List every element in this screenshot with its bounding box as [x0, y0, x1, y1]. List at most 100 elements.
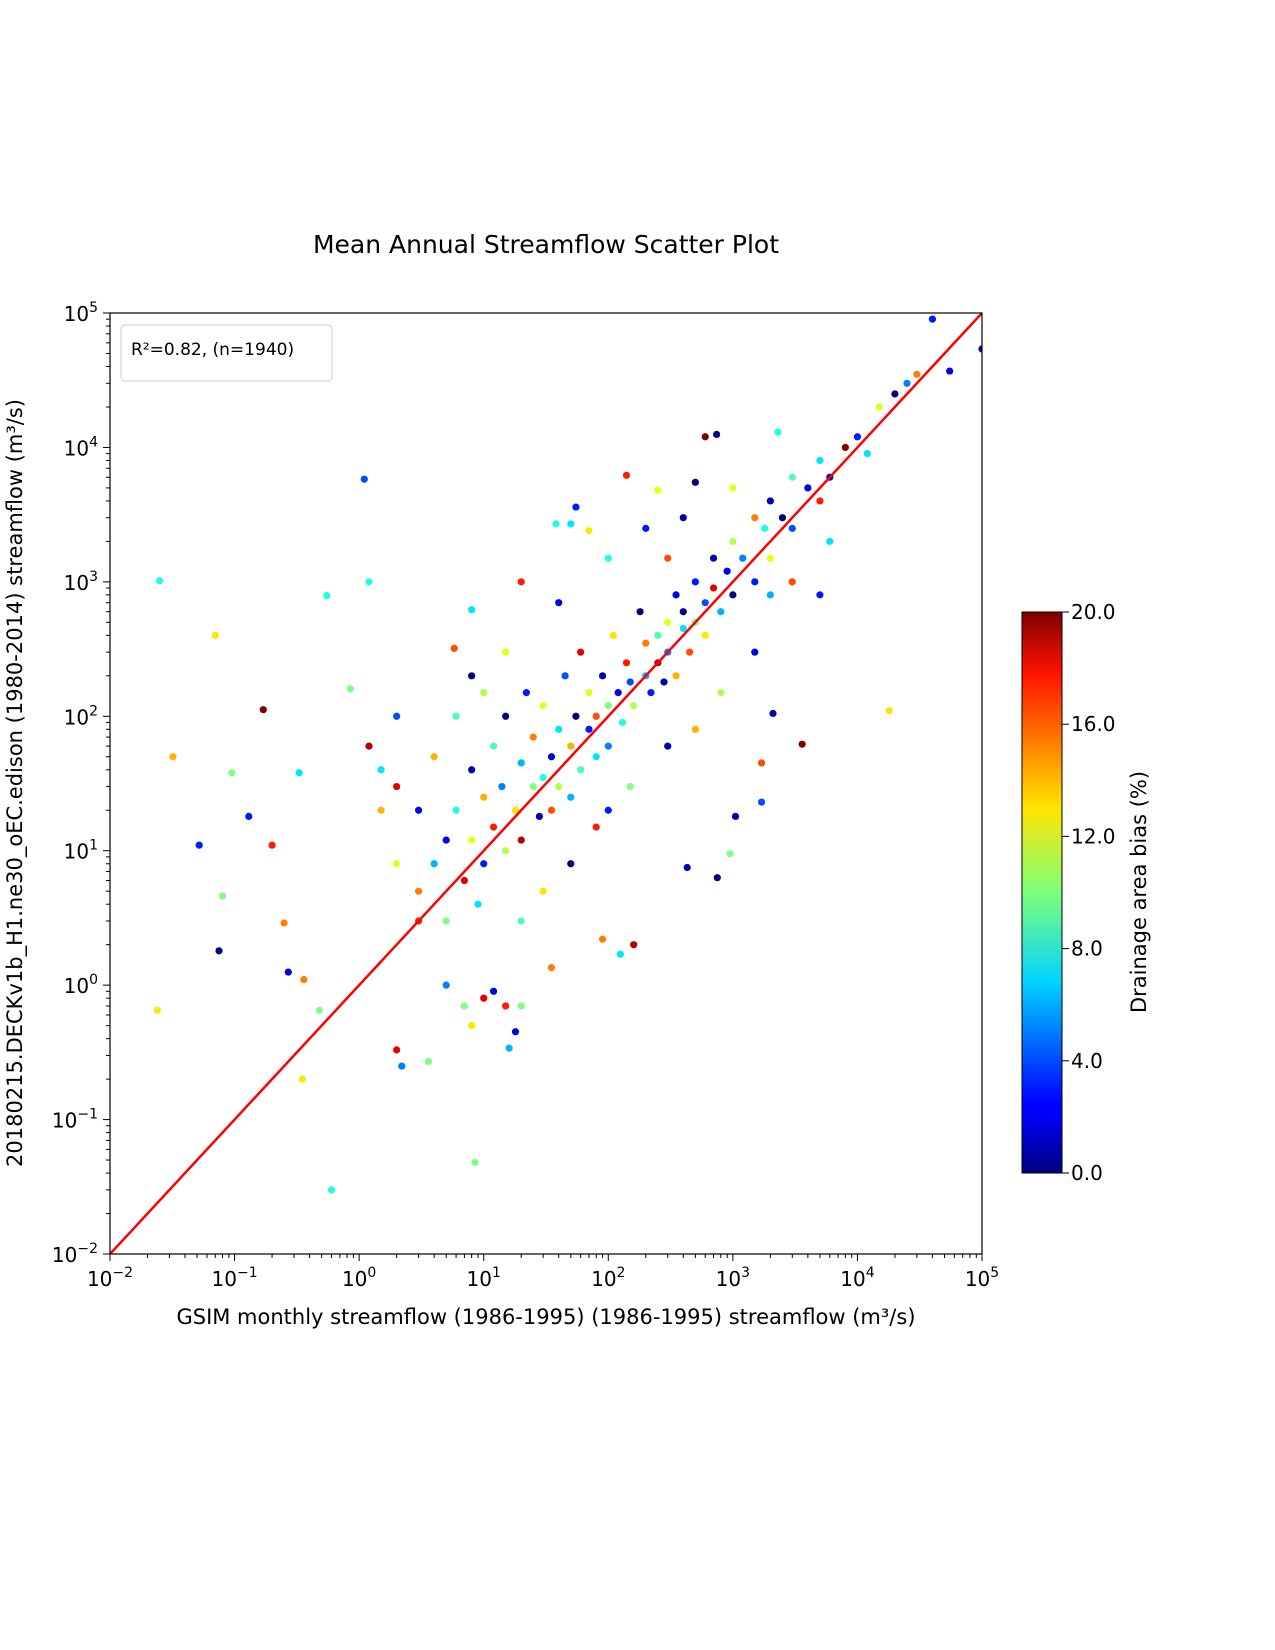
data-point [577, 648, 585, 656]
data-point [664, 618, 672, 626]
data-point [766, 497, 774, 505]
data-point [701, 433, 709, 441]
data-point [468, 672, 476, 680]
data-point [442, 981, 450, 989]
data-point [572, 712, 580, 720]
data-point [424, 1057, 433, 1066]
data-point [592, 823, 600, 831]
data-point [547, 753, 556, 761]
x-tick-label: 101 [467, 1265, 501, 1291]
data-point [598, 935, 607, 943]
x-tick-label: 105 [965, 1265, 999, 1291]
data-point [489, 742, 498, 750]
legend-text: R²=0.82, (n=1940) [131, 340, 294, 360]
points-layer [153, 315, 982, 1194]
data-point [517, 759, 525, 767]
x-tick-label: 103 [716, 1265, 750, 1291]
data-point [517, 836, 525, 844]
data-point [452, 806, 460, 814]
data-point [729, 591, 737, 599]
data-point [616, 950, 624, 958]
data-point [315, 1006, 324, 1014]
plot-frame [109, 312, 983, 1255]
data-point [529, 733, 537, 741]
y-tick-label: 100 [64, 972, 98, 998]
data-point [561, 672, 569, 680]
data-point [729, 537, 737, 545]
data-point [517, 917, 525, 925]
colorbar-label: Drainage area bias (%) [1127, 771, 1151, 1013]
data-point [686, 648, 694, 656]
data-point [592, 753, 600, 761]
data-point [691, 578, 699, 586]
data-point [517, 1002, 525, 1010]
data-point [360, 475, 368, 483]
data-point [502, 847, 510, 855]
data-point [609, 631, 618, 639]
data-point [468, 606, 476, 614]
data-point [642, 639, 650, 647]
data-point [450, 644, 458, 652]
data-point [751, 514, 759, 522]
data-point [211, 631, 219, 639]
data-point [442, 836, 450, 844]
data-point [664, 554, 672, 562]
data-point [474, 900, 482, 908]
data-point [539, 773, 547, 782]
data-point [567, 793, 575, 801]
data-point [598, 672, 607, 680]
data-point [228, 769, 236, 777]
data-point [377, 766, 385, 774]
x-tick-label: 10−1 [212, 1265, 258, 1291]
data-point [535, 812, 544, 820]
x-tick-label: 104 [840, 1265, 874, 1291]
data-point [774, 428, 782, 436]
data-point [660, 678, 668, 686]
data-point [547, 964, 556, 972]
data-point [215, 947, 223, 955]
data-point [723, 567, 731, 575]
data-point [875, 403, 883, 411]
data-point [798, 740, 806, 748]
data-point [928, 315, 937, 323]
data-point [592, 712, 600, 720]
data-point [502, 1002, 510, 1010]
data-point [913, 370, 921, 378]
data-point [885, 707, 893, 715]
data-point [622, 471, 631, 479]
colorbar-tick-label: 12.0 [1071, 824, 1116, 848]
data-point [480, 793, 488, 801]
data-point [452, 712, 460, 720]
data-point [539, 887, 547, 895]
data-point [788, 578, 796, 586]
data-point [647, 689, 655, 697]
data-point [555, 782, 563, 791]
data-point [295, 769, 303, 777]
colorbar-tick-label: 20.0 [1071, 600, 1116, 624]
data-point [778, 514, 787, 522]
data-point [430, 860, 438, 868]
data-point [642, 524, 650, 532]
data-point [245, 812, 253, 820]
data-point [978, 345, 982, 353]
data-point [323, 592, 331, 600]
data-point [826, 537, 834, 545]
data-point [709, 554, 718, 562]
data-point [555, 725, 563, 733]
data-point [365, 742, 373, 750]
data-point [626, 678, 634, 686]
data-point [604, 806, 612, 814]
data-point [604, 554, 612, 562]
data-point [713, 874, 721, 882]
y-tick-label: 103 [64, 569, 98, 595]
data-point [853, 433, 862, 441]
data-point [460, 1002, 469, 1010]
x-axis-label: GSIM monthly streamflow (1986-1995) (198… [176, 1305, 915, 1329]
data-point [766, 554, 774, 562]
data-point [489, 823, 498, 831]
data-point [672, 591, 680, 599]
data-point [480, 860, 488, 868]
data-point [153, 1006, 161, 1014]
data-point [903, 379, 911, 387]
data-point [471, 1158, 479, 1167]
